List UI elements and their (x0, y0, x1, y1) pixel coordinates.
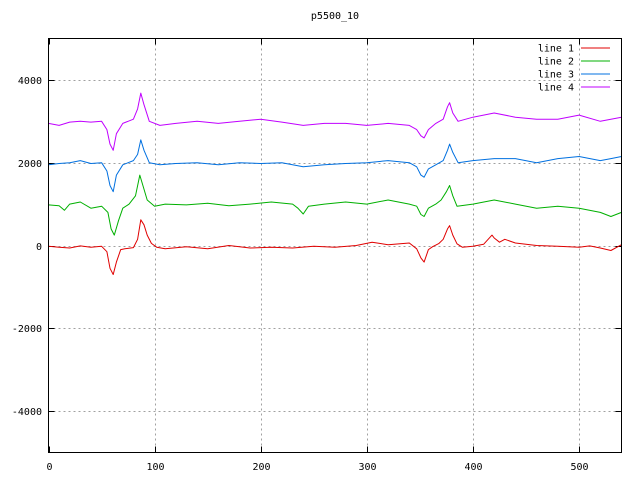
x-tick-label: 300 (358, 462, 376, 473)
grid (48, 38, 622, 453)
series-line-4 (48, 92, 622, 151)
legend-label-1: line 1 (538, 44, 574, 55)
y-tick-label: -2000 (12, 324, 42, 335)
legend: line 1 line 2 line 3 line 4 (538, 44, 610, 94)
y-tick-label: 2000 (18, 159, 42, 170)
x-tick-label: 100 (146, 462, 164, 473)
y-tick-label: 4000 (18, 76, 42, 87)
x-tick-label: 0 (46, 462, 52, 473)
y-tick-label: -4000 (12, 407, 42, 418)
legend-label-2: line 2 (538, 57, 574, 68)
x-tick-label: 500 (570, 462, 588, 473)
tick-labels: 0 100 200 300 400 500 -4000 -2000 0 2000 4000 (12, 76, 589, 473)
legend-label-4: line 4 (538, 83, 574, 94)
series-line-1 (48, 219, 622, 275)
series-line-3 (48, 139, 622, 193)
series-line-2 (48, 174, 622, 236)
legend-label-3: line 3 (538, 70, 574, 81)
chart-title: p5500_10 (310, 11, 360, 22)
series-lines (48, 92, 622, 275)
x-tick-label: 400 (464, 462, 482, 473)
plot-frame (48, 38, 622, 453)
x-tick-label: 200 (252, 462, 270, 473)
y-tick-label: 0 (36, 242, 42, 253)
